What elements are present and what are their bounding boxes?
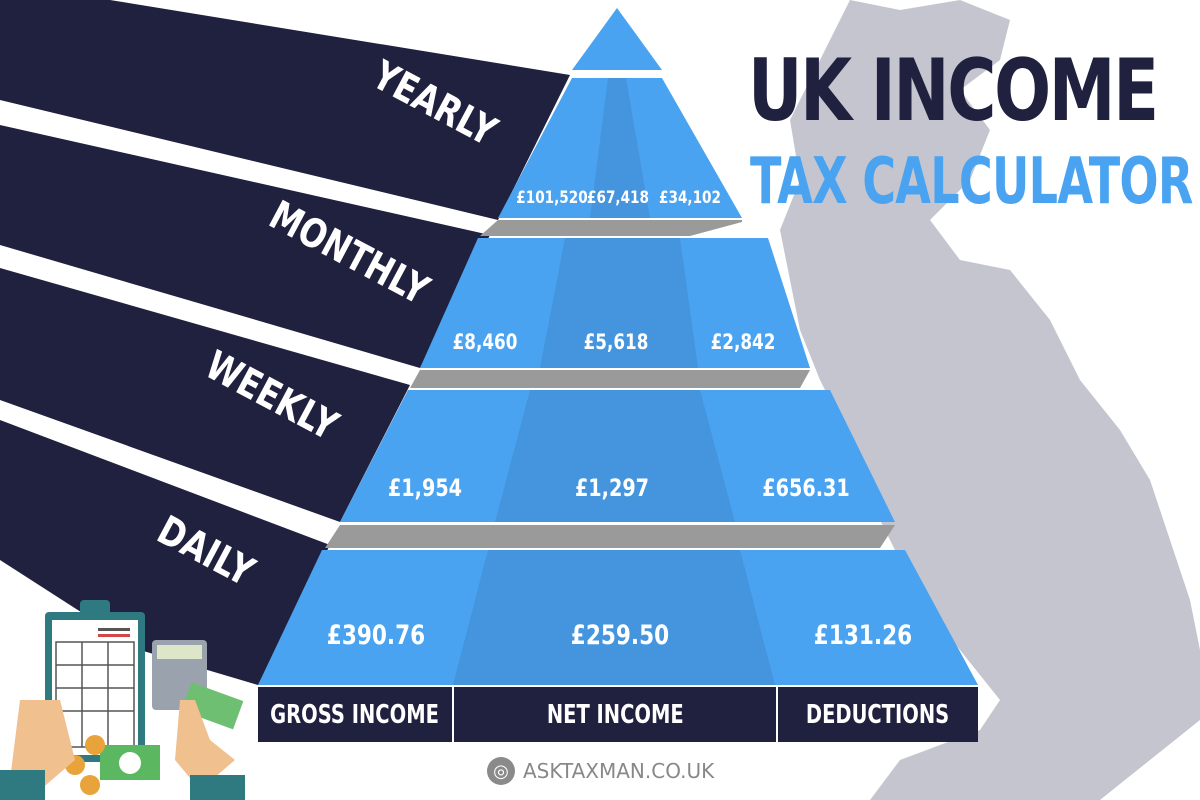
weekly-gross: £1,954 bbox=[387, 474, 463, 502]
band-weekly bbox=[0, 268, 410, 522]
daily-gross: £390.76 bbox=[326, 620, 426, 651]
weekly-net: £1,297 bbox=[574, 474, 650, 502]
pyramid-apex bbox=[572, 8, 662, 70]
column-net-income: NET INCOME bbox=[454, 687, 776, 742]
slab bbox=[480, 220, 742, 236]
daily-net: £259.50 bbox=[570, 620, 670, 651]
title-line1: UK INCOME bbox=[748, 41, 1159, 141]
tier-monthly-center bbox=[540, 238, 698, 368]
globe-icon: ◎ bbox=[487, 757, 515, 785]
tier-weekly-center bbox=[495, 390, 735, 522]
column-deductions: DEDUCTIONS bbox=[778, 687, 978, 742]
tax-calculator-illustration bbox=[0, 600, 245, 800]
band-monthly bbox=[0, 125, 490, 368]
slab bbox=[410, 370, 810, 388]
daily-deductions: £131.26 bbox=[813, 620, 913, 651]
website-text: ASKTAXMAN.CO.UK bbox=[523, 759, 715, 783]
slab bbox=[325, 525, 895, 548]
column-gross-income: GROSS INCOME bbox=[258, 687, 452, 742]
yearly-deductions: £34,102 bbox=[659, 188, 721, 208]
yearly-net: £67,418 bbox=[587, 188, 649, 208]
uk-map bbox=[780, 0, 1200, 800]
monthly-deductions: £2,842 bbox=[710, 330, 776, 354]
column-label: NET INCOME bbox=[546, 699, 684, 730]
column-label: GROSS INCOME bbox=[270, 699, 440, 730]
monthly-gross: £8,460 bbox=[452, 330, 518, 354]
tier-yearly-center bbox=[590, 78, 650, 218]
yearly-gross: £101,520 bbox=[516, 188, 588, 208]
band-daily bbox=[0, 420, 330, 685]
monthly-net: £5,618 bbox=[583, 330, 649, 354]
title-line2: TAX CALCULATOR bbox=[750, 145, 1193, 219]
website-link[interactable]: ◎ ASKTAXMAN.CO.UK bbox=[487, 757, 714, 785]
band-yearly bbox=[0, 0, 570, 220]
weekly-deductions: £656.31 bbox=[762, 474, 850, 502]
tier-daily-center bbox=[453, 550, 775, 685]
column-label: DEDUCTIONS bbox=[806, 699, 950, 730]
